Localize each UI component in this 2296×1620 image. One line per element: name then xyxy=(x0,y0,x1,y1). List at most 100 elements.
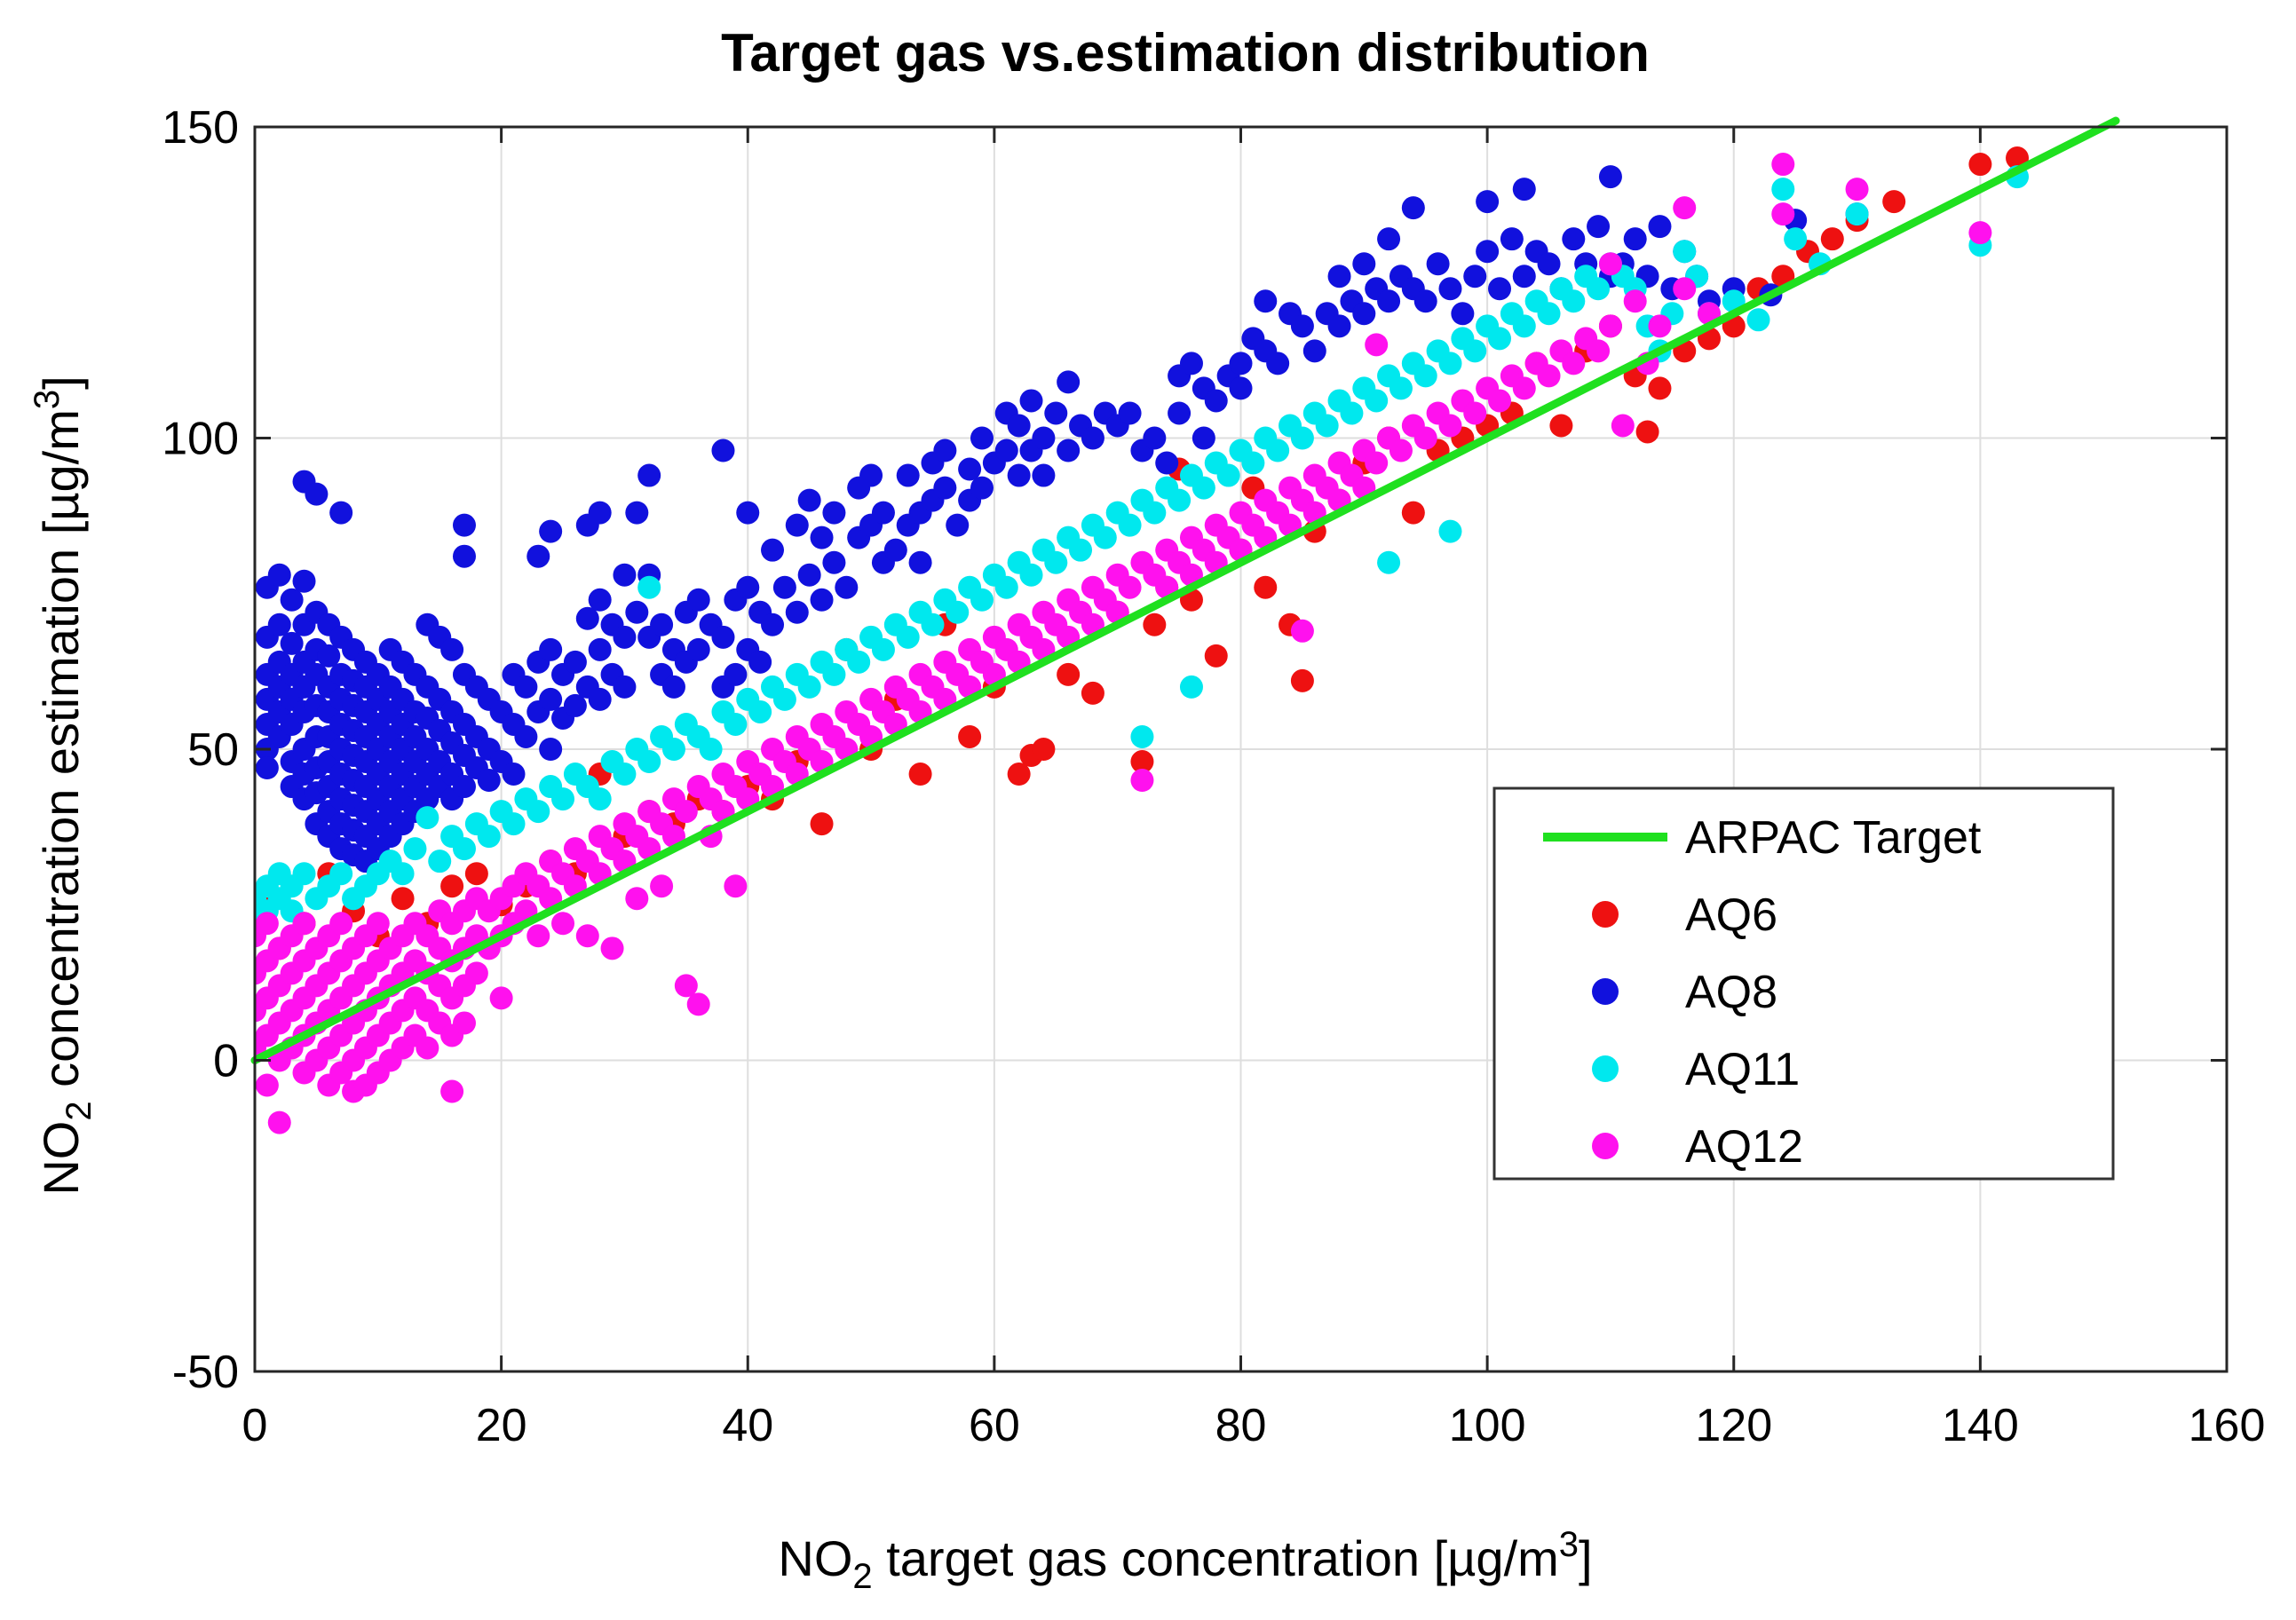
point-aq11 xyxy=(1562,289,1586,313)
point-aq8 xyxy=(711,625,735,649)
point-aq11 xyxy=(637,575,661,599)
x-tick-label: 120 xyxy=(1695,1400,1772,1451)
point-aq11 xyxy=(797,675,821,699)
point-aq11 xyxy=(994,575,1018,599)
point-aq8 xyxy=(1537,252,1561,276)
data-points xyxy=(255,146,2030,1134)
point-aq11 xyxy=(1413,364,1437,388)
axis-label-part: target gas concentration [µg/m xyxy=(873,1530,1559,1586)
point-aq8 xyxy=(452,775,476,799)
point-aq11 xyxy=(1746,308,1770,332)
point-aq11 xyxy=(1771,178,1795,202)
point-aq8 xyxy=(994,439,1018,462)
point-aq8 xyxy=(686,588,710,612)
point-aq8 xyxy=(1019,389,1043,413)
point-aq8 xyxy=(1254,289,1278,313)
point-aq6 xyxy=(1032,738,1056,761)
point-aq8 xyxy=(1463,265,1487,288)
point-aq8 xyxy=(613,675,637,699)
point-aq11 xyxy=(1143,501,1167,525)
point-aq12 xyxy=(1598,252,1622,276)
point-aq8 xyxy=(539,687,563,711)
axis-label-part: 2 xyxy=(852,1557,872,1596)
point-aq8 xyxy=(1179,352,1203,375)
point-aq11 xyxy=(1069,538,1093,562)
point-aq8 xyxy=(1512,265,1536,288)
point-aq11 xyxy=(1168,488,1192,512)
x-axis-label: NO2 target gas concentration [µg/m3] xyxy=(778,1525,1592,1596)
point-aq6 xyxy=(1007,763,1031,786)
point-aq6 xyxy=(1968,153,1992,177)
x-tick-label: 140 xyxy=(1942,1400,2019,1451)
point-aq12 xyxy=(452,1011,476,1035)
point-aq8 xyxy=(1007,463,1031,487)
point-aq8 xyxy=(1204,389,1228,413)
point-aq6 xyxy=(1081,681,1104,705)
point-aq8 xyxy=(724,662,748,686)
y-axis-label: NO2 concentration estimation [µg/m3] xyxy=(28,375,99,1195)
point-aq8 xyxy=(736,575,760,599)
point-aq8 xyxy=(933,439,957,462)
point-aq8 xyxy=(1476,240,1500,264)
point-aq12 xyxy=(1673,196,1697,220)
legend-swatch-aq12 xyxy=(1592,1133,1619,1159)
point-aq6 xyxy=(1143,612,1167,636)
y-tick-label: -50 xyxy=(172,1347,239,1398)
target-line-layer xyxy=(250,116,2120,1064)
y-tick-label: 150 xyxy=(162,102,239,154)
point-aq12 xyxy=(1365,451,1389,475)
point-aq11 xyxy=(502,812,526,836)
point-aq12 xyxy=(1130,769,1154,793)
y-tick-label: 100 xyxy=(162,414,239,465)
point-aq6 xyxy=(1549,414,1573,438)
point-aq8 xyxy=(1648,215,1672,239)
point-aq8 xyxy=(835,575,859,599)
point-aq8 xyxy=(785,513,809,537)
y-tick-label: 0 xyxy=(213,1036,239,1087)
x-tick-label: 40 xyxy=(722,1400,773,1451)
axis-label-part: NO xyxy=(778,1530,852,1586)
point-aq12 xyxy=(1413,426,1437,450)
point-aq8 xyxy=(871,501,895,525)
point-aq12 xyxy=(1389,439,1413,462)
point-aq8 xyxy=(452,544,476,568)
point-aq8 xyxy=(267,563,291,587)
point-aq11 xyxy=(1673,240,1697,264)
point-aq11 xyxy=(896,625,920,649)
point-aq11 xyxy=(970,588,994,612)
point-aq11 xyxy=(1192,476,1215,500)
point-aq12 xyxy=(1968,221,1992,245)
point-aq8 xyxy=(588,588,612,612)
point-aq8 xyxy=(797,563,821,587)
point-aq8 xyxy=(625,501,649,525)
point-aq8 xyxy=(280,588,304,612)
chart-title: Target gas vs.estimation distribution xyxy=(721,23,1650,83)
point-aq8 xyxy=(908,550,932,574)
point-aq8 xyxy=(1081,426,1104,450)
point-aq8 xyxy=(822,550,846,574)
point-aq6 xyxy=(958,724,982,748)
point-aq12 xyxy=(292,912,316,936)
point-aq8 xyxy=(1192,426,1215,450)
point-aq12 xyxy=(650,874,674,898)
point-aq8 xyxy=(329,501,353,525)
point-aq11 xyxy=(551,787,575,811)
point-aq8 xyxy=(1500,227,1524,251)
point-aq11 xyxy=(1118,513,1142,537)
point-aq8 xyxy=(761,538,785,562)
point-aq11 xyxy=(1266,439,1290,462)
axis-label-part: 2 xyxy=(59,1101,99,1120)
point-aq8 xyxy=(661,675,685,699)
point-aq11 xyxy=(847,650,871,674)
x-tick-label: 60 xyxy=(969,1400,1020,1451)
point-aq8 xyxy=(613,563,637,587)
point-aq6 xyxy=(1130,750,1154,774)
point-aq8 xyxy=(539,738,563,761)
point-aq8 xyxy=(1327,314,1351,338)
point-aq8 xyxy=(859,463,883,487)
point-aq8 xyxy=(1401,196,1425,220)
point-aq8 xyxy=(502,763,526,786)
point-aq8 xyxy=(452,513,476,537)
point-aq6 xyxy=(908,763,932,786)
point-aq8 xyxy=(317,644,341,668)
